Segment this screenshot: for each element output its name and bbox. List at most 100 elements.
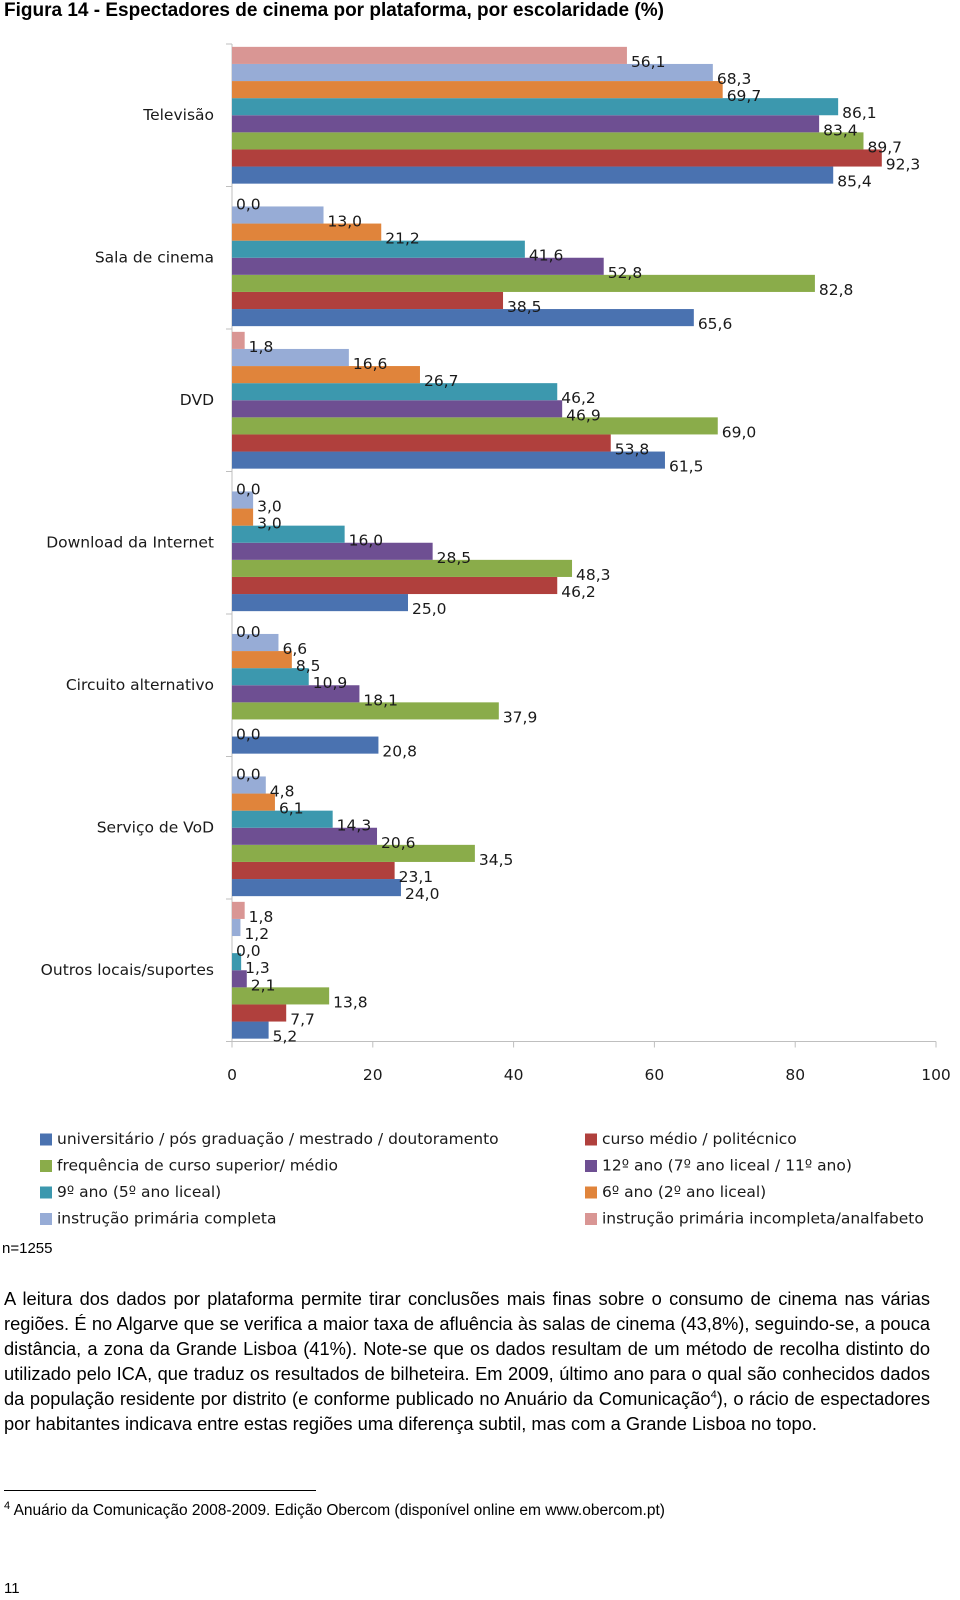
bar xyxy=(232,81,723,99)
value-label: 53,8 xyxy=(615,441,650,459)
value-label: 0,0 xyxy=(236,480,261,498)
bar xyxy=(232,685,360,703)
value-label: 23,1 xyxy=(399,868,434,886)
bar xyxy=(232,46,627,64)
legend-label: instrução primária completa xyxy=(57,1210,277,1228)
value-label: 16,0 xyxy=(349,532,384,550)
value-label: 20,6 xyxy=(381,834,416,852)
bar xyxy=(232,417,718,435)
value-label: 8,5 xyxy=(296,657,321,675)
bar xyxy=(232,434,611,452)
legend-label: instrução primária incompleta/analfabeto xyxy=(602,1210,924,1228)
value-label: 38,5 xyxy=(507,298,542,316)
value-label: 6,6 xyxy=(282,640,307,658)
bar xyxy=(232,844,475,862)
value-label: 52,8 xyxy=(608,264,643,282)
paragraph-text: A leitura dos dados por plataforma permi… xyxy=(4,1288,930,1409)
x-tick-label: 60 xyxy=(645,1066,665,1084)
bar xyxy=(232,542,433,560)
bar xyxy=(232,651,292,669)
value-label: 46,2 xyxy=(561,583,596,601)
value-label: 68,3 xyxy=(717,70,752,88)
value-label: 24,0 xyxy=(405,885,440,903)
bar xyxy=(232,861,395,880)
legend-swatch xyxy=(585,1186,597,1199)
value-label: 20,8 xyxy=(382,743,417,761)
legend-label: 12º ano (7º ano liceal / 11º ano) xyxy=(602,1157,852,1175)
legend-swatch xyxy=(585,1213,597,1225)
value-label: 26,7 xyxy=(424,372,459,390)
category-label: Sala de cinema xyxy=(95,248,214,266)
legend-label: 6º ano (2º ano liceal) xyxy=(602,1183,766,1201)
bar xyxy=(232,736,379,754)
bar xyxy=(232,166,834,184)
bar xyxy=(232,206,324,224)
x-tick-label: 40 xyxy=(504,1066,524,1084)
value-label: 3,0 xyxy=(257,498,282,516)
category-label: Televisão xyxy=(142,106,214,124)
bar xyxy=(232,132,864,150)
category-label: Download da Internet xyxy=(46,533,214,551)
value-label: 85,4 xyxy=(837,173,872,191)
page-number: 11 xyxy=(4,1580,20,1597)
bar xyxy=(232,987,330,1005)
value-label: 21,2 xyxy=(385,230,420,248)
value-label: 86,1 xyxy=(842,104,877,122)
x-tick-label: 20 xyxy=(363,1066,383,1084)
bar xyxy=(232,702,499,720)
bar xyxy=(232,451,665,469)
category-label: Serviço de VoD xyxy=(97,818,214,836)
value-label: 92,3 xyxy=(886,156,921,174)
value-label: 34,5 xyxy=(479,851,514,869)
value-label: 2,1 xyxy=(251,976,276,994)
bar xyxy=(232,668,309,686)
bar xyxy=(232,291,504,310)
category-label: Outros locais/suportes xyxy=(41,961,214,979)
value-label: 13,8 xyxy=(333,993,368,1011)
bar xyxy=(232,366,420,384)
footnote-number: 4 xyxy=(4,1500,11,1512)
legend-label: curso médio / politécnico xyxy=(602,1130,797,1148)
bar xyxy=(232,383,558,401)
value-label: 56,1 xyxy=(631,53,666,71)
legend-swatch xyxy=(40,1213,52,1225)
bar xyxy=(232,576,558,595)
sample-note: n=1255 xyxy=(2,1240,53,1257)
legend-label: 9º ano (5º ano liceal) xyxy=(57,1183,221,1201)
value-label: 0,0 xyxy=(236,623,261,641)
value-label: 14,3 xyxy=(337,817,372,835)
value-label: 13,0 xyxy=(328,213,363,231)
value-label: 10,9 xyxy=(313,674,348,692)
bar xyxy=(232,1004,287,1022)
value-label: 82,8 xyxy=(819,281,854,299)
legend-swatch xyxy=(40,1160,52,1172)
bar xyxy=(232,400,563,418)
value-label: 3,0 xyxy=(257,515,282,533)
value-label: 69,0 xyxy=(722,423,757,441)
value-label: 28,5 xyxy=(437,549,472,567)
value-label: 61,5 xyxy=(669,458,704,476)
value-label: 0,0 xyxy=(236,942,261,960)
value-label: 0,0 xyxy=(236,765,261,783)
bar xyxy=(232,559,573,577)
value-label: 5,2 xyxy=(273,1028,298,1046)
value-label: 1,8 xyxy=(249,338,274,356)
value-label: 1,2 xyxy=(244,925,269,943)
value-label: 65,6 xyxy=(698,315,733,333)
value-label: 46,2 xyxy=(561,389,596,407)
bar xyxy=(232,633,279,652)
bar xyxy=(232,240,525,258)
bar xyxy=(232,257,604,275)
bar xyxy=(232,827,378,845)
value-label: 0,0 xyxy=(236,726,261,744)
value-label: 89,7 xyxy=(867,138,902,156)
legend-swatch xyxy=(585,1133,597,1146)
bar xyxy=(232,793,275,811)
bar xyxy=(232,918,241,937)
footnote-ref: 4 xyxy=(710,1388,717,1401)
bar xyxy=(232,149,882,167)
bar xyxy=(232,331,245,349)
value-label: 4,8 xyxy=(270,783,295,801)
value-label: 48,3 xyxy=(576,566,611,584)
